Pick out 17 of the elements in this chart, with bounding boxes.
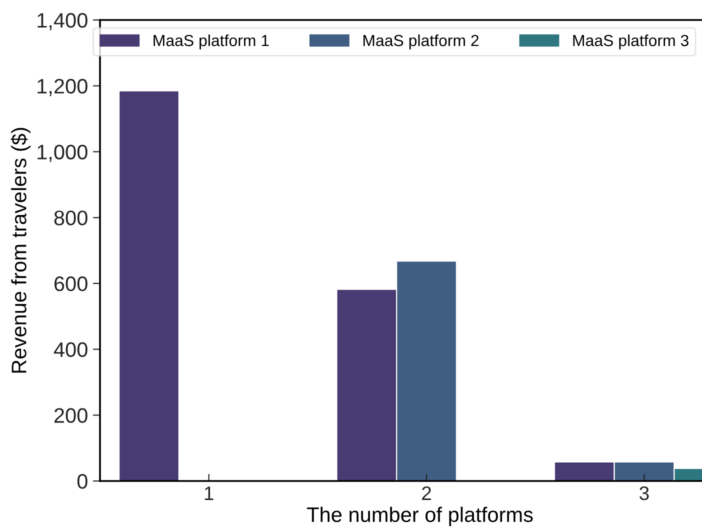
- x-tick-label: 2: [422, 486, 431, 500]
- y-tick-label: 0: [77, 474, 88, 489]
- x-tick-label: 3: [640, 486, 649, 500]
- bar: [118, 90, 180, 481]
- legend-label: MaaS platform 2: [363, 34, 479, 50]
- x-axis-title: The number of platforms: [307, 506, 533, 526]
- y-tick-label: 1,000: [38, 144, 88, 162]
- y-tick-label: 400: [54, 342, 88, 358]
- legend-label: MaaS platform 3: [573, 34, 688, 50]
- legend-label: MaaS platform 1: [154, 34, 269, 50]
- y-tick-label: 800: [54, 210, 88, 226]
- y-axis-title: Revenue from travelers ($): [10, 128, 30, 373]
- x-tick-label: 1: [204, 486, 214, 500]
- y-tick-label: 1,200: [38, 78, 88, 96]
- y-tick-label: 1,400: [38, 13, 88, 30]
- y-tick-label: 600: [54, 276, 88, 292]
- y-tick-label: 200: [54, 408, 88, 423]
